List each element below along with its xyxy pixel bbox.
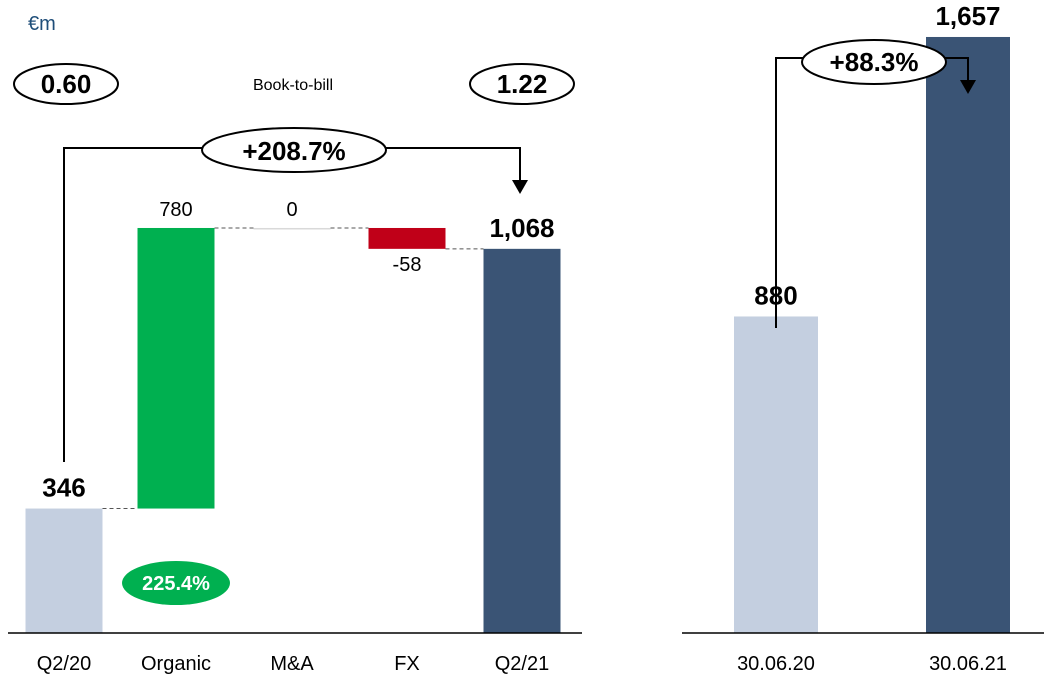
- waterfall-category-label: FX: [394, 653, 420, 675]
- waterfall-change-label: +208.7%: [242, 136, 345, 166]
- waterfall-category-labels: Q2/20 Organic M&A FX Q2/21: [37, 653, 549, 675]
- waterfall-connectors: [102, 227, 484, 510]
- organic-growth-value: 225.4%: [142, 573, 210, 595]
- waterfall-value-label: -58: [393, 254, 422, 276]
- waterfall-value-label: 1,068: [489, 213, 554, 243]
- waterfall-bar-m-a: [253, 227, 331, 230]
- waterfall-value-label: 0: [286, 199, 297, 221]
- waterfall-value-label: 780: [159, 199, 192, 221]
- comparison-value-label: 1,657: [935, 1, 1000, 31]
- waterfall-change-bracket: +208.7%: [63, 127, 528, 462]
- waterfall-bars: [25, 227, 561, 633]
- waterfall-bar-fx: [368, 227, 446, 249]
- book-to-bill-right: 1.22: [469, 63, 575, 105]
- unit-label: €m: [28, 13, 56, 35]
- book-to-bill-right-value: 1.22: [497, 69, 548, 99]
- waterfall-value-labels: 346 780 0 -58 1,068: [42, 199, 554, 503]
- comparison-category-label: 30.06.20: [737, 653, 815, 675]
- organic-growth-badge: 225.4%: [122, 561, 230, 605]
- waterfall-bar-q2-21: [483, 248, 561, 633]
- waterfall-bar-organic: [137, 227, 215, 509]
- comparison-bar-30-06-20: [734, 316, 818, 633]
- comparison-bars: [734, 36, 1010, 633]
- waterfall-category-label: Q2/21: [495, 653, 549, 675]
- waterfall-category-label: Q2/20: [37, 653, 91, 675]
- book-to-bill-left: 0.60: [13, 63, 119, 105]
- waterfall-category-label: M&A: [270, 653, 314, 675]
- comparison-change-label: +88.3%: [830, 47, 919, 77]
- book-to-bill-label: Book-to-bill: [253, 77, 333, 94]
- comparison-category-labels: 30.06.20 30.06.21: [737, 653, 1007, 675]
- waterfall-value-label: 346: [42, 473, 85, 503]
- waterfall-bar-q2-20: [25, 508, 103, 633]
- comparison-category-label: 30.06.21: [929, 653, 1007, 675]
- comparison-change-bracket: +88.3%: [775, 39, 976, 328]
- comparison-bar-30-06-21: [926, 36, 1010, 633]
- waterfall-category-label: Organic: [141, 653, 211, 675]
- book-to-bill-left-value: 0.60: [41, 69, 92, 99]
